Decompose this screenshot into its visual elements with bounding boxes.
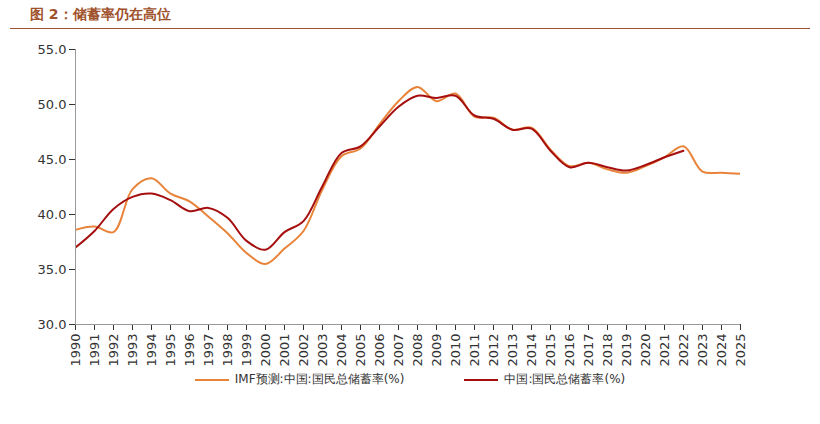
svg-text:1999: 1999 — [239, 334, 254, 367]
svg-text:2007: 2007 — [391, 334, 406, 367]
svg-text:2014: 2014 — [524, 334, 539, 367]
svg-text:2002: 2002 — [296, 334, 311, 367]
svg-text:2000: 2000 — [258, 334, 273, 367]
svg-text:30.0: 30.0 — [38, 317, 67, 332]
svg-text:2017: 2017 — [581, 334, 596, 367]
svg-text:1994: 1994 — [144, 334, 159, 367]
svg-text:2006: 2006 — [372, 334, 387, 367]
svg-text:2023: 2023 — [695, 334, 710, 367]
svg-text:2019: 2019 — [619, 334, 634, 367]
svg-text:1998: 1998 — [220, 334, 235, 367]
svg-text:2001: 2001 — [277, 334, 292, 367]
svg-text:1992: 1992 — [106, 334, 121, 367]
svg-text:2012: 2012 — [486, 334, 501, 367]
svg-text:2005: 2005 — [353, 334, 368, 367]
svg-text:1996: 1996 — [182, 334, 197, 367]
svg-text:2013: 2013 — [505, 334, 520, 367]
svg-text:2008: 2008 — [410, 334, 425, 367]
svg-text:2016: 2016 — [562, 334, 577, 367]
svg-text:2015: 2015 — [543, 334, 558, 367]
html-text:中国:国民总储蓄率(%): 中国:国民总储蓄率(%) — [504, 372, 626, 386]
svg-text:2020: 2020 — [638, 334, 653, 367]
html-text:图 2：储蓄率仍在高位: 图 2：储蓄率仍在高位 — [30, 6, 171, 22]
svg-text:2021: 2021 — [657, 334, 672, 367]
svg-text:35.0: 35.0 — [38, 262, 67, 277]
html-text:IMF预测:中国:国民总储蓄率(%): IMF预测:中国:国民总储蓄率(%) — [234, 372, 405, 386]
svg-text:55.0: 55.0 — [38, 42, 67, 57]
svg-text:1995: 1995 — [163, 334, 178, 367]
svg-text:2018: 2018 — [600, 334, 615, 367]
svg-text:45.0: 45.0 — [38, 152, 67, 167]
svg-text:1997: 1997 — [201, 334, 216, 367]
svg-text:2004: 2004 — [334, 334, 349, 367]
svg-text:40.0: 40.0 — [38, 207, 67, 222]
svg-text:2022: 2022 — [676, 334, 691, 367]
svg-text:50.0: 50.0 — [38, 97, 67, 112]
svg-text:1993: 1993 — [125, 334, 140, 367]
svg-text:2024: 2024 — [714, 334, 729, 367]
svg-text:2011: 2011 — [467, 334, 482, 367]
svg-text:2003: 2003 — [315, 334, 330, 367]
svg-text:2025: 2025 — [733, 334, 748, 367]
svg-text:1991: 1991 — [87, 334, 102, 367]
svg-text:2010: 2010 — [448, 334, 463, 367]
svg-text:2009: 2009 — [429, 334, 444, 367]
svg-text:1990: 1990 — [68, 334, 83, 367]
